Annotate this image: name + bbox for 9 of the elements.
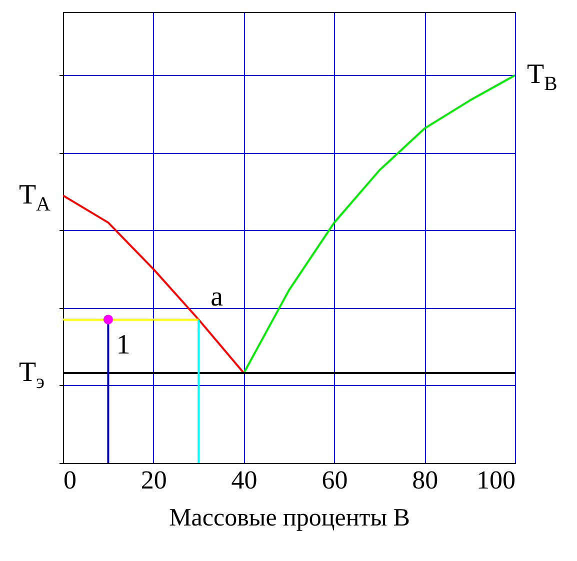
x-tick-label: 20 [140,466,167,494]
x-tick-label: 60 [322,466,348,494]
x-tick-label: 100 [476,466,516,494]
annotation: a [210,282,224,313]
x-tick-label: 80 [412,466,438,494]
annotation: 1 [116,330,130,361]
x-tick-label: 40 [231,466,258,494]
x-tick-label: 0 [64,466,76,494]
x-axis-title: Массовые проценты В [169,504,410,532]
